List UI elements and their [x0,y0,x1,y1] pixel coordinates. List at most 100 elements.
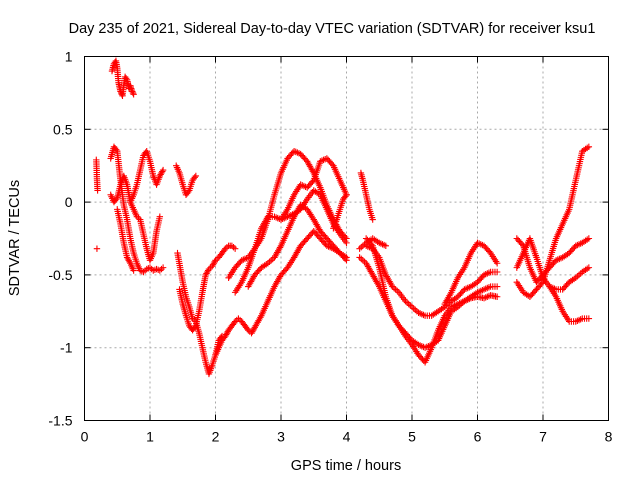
series-r [356,254,501,351]
data-point [493,268,501,276]
series-g [114,206,137,274]
data-point [112,195,120,203]
data-point [477,241,484,248]
data-point [407,302,414,309]
data-point [294,149,301,156]
data-point [122,75,130,82]
data-point [538,280,545,287]
x-tick-label: 7 [539,429,547,445]
series-t [362,235,501,366]
series-o [277,155,350,223]
series-e [107,172,164,264]
x-axis-label: GPS time / hours [291,458,401,474]
series-k [212,228,350,359]
data-point [210,260,218,267]
x-tick-label: 2 [212,429,220,445]
x-tick-label: 0 [81,429,89,445]
grid-lines [84,56,609,421]
data-point [369,216,376,223]
data-point [328,161,336,168]
data-point [343,257,350,264]
y-tick-label: -1 [60,340,73,356]
data-point [382,242,389,249]
data-point [230,319,238,327]
data-point [230,244,237,251]
data-point [342,193,349,200]
series-z [356,235,389,252]
data-point [243,325,251,332]
data-points [93,57,593,378]
data-point [267,257,275,264]
y-axis-label: SDTVAR / TECUs [7,180,23,296]
plot-frame [84,56,609,421]
data-point [518,241,526,248]
data-point [418,311,426,318]
data-point [221,246,228,254]
data-point [156,267,164,274]
data-point [191,324,198,331]
series-p [330,191,350,232]
series-u [441,239,501,308]
x-tick-label: 4 [343,429,351,445]
data-point [575,316,583,324]
data-point [191,174,198,181]
y-tick-label: 1 [65,49,73,65]
data-point [394,287,401,295]
data-point [185,188,192,196]
x-tick-label: 1 [146,429,154,445]
data-point [128,86,135,94]
data-point [493,283,501,290]
data-point [158,265,165,273]
data-point [356,254,363,261]
series-y [546,283,593,325]
data-point [493,260,501,267]
data-point [129,89,137,97]
data-point [130,267,137,274]
data-point [159,166,167,174]
data-point [94,187,101,194]
series-a [93,156,101,194]
series-m [231,187,350,296]
data-point [192,172,200,180]
data-point [403,299,411,306]
data-point [493,293,501,300]
series-q [357,169,376,223]
data-point [156,213,164,220]
data-point [410,305,417,312]
x-tick-label: 5 [408,429,416,445]
data-point [140,268,147,276]
data-point [309,178,316,185]
series-b [93,245,101,252]
x-tick-label: 3 [277,429,285,445]
data-point [585,235,593,242]
tick-labels: 0 1 2 3 4 5 6 7 8 -1.5 -1 -0.5 0 0.5 1 [48,49,612,445]
data-point [408,303,416,311]
data-point [231,245,239,252]
data-point [228,242,236,249]
series-c [108,57,137,100]
data-point [358,255,365,263]
data-point [341,255,349,263]
data-point [159,264,167,271]
x-tick-label: 6 [474,429,482,445]
data-point [575,271,583,279]
data-point [412,306,419,314]
data-point [130,91,137,98]
data-point [484,293,491,300]
data-point [585,315,593,322]
data-point [405,300,412,308]
data-point [358,244,365,251]
data-point [359,242,367,249]
x-tick-label: 8 [605,429,613,445]
data-point [126,258,133,265]
data-point [241,255,249,263]
series-h [173,162,200,199]
data-point [235,315,242,322]
data-point [129,88,136,95]
y-tick-label: -0.5 [48,267,72,283]
data-point [585,143,593,150]
y-tick-label: 0.5 [53,121,73,137]
data-point [356,245,363,252]
data-point [159,168,166,175]
